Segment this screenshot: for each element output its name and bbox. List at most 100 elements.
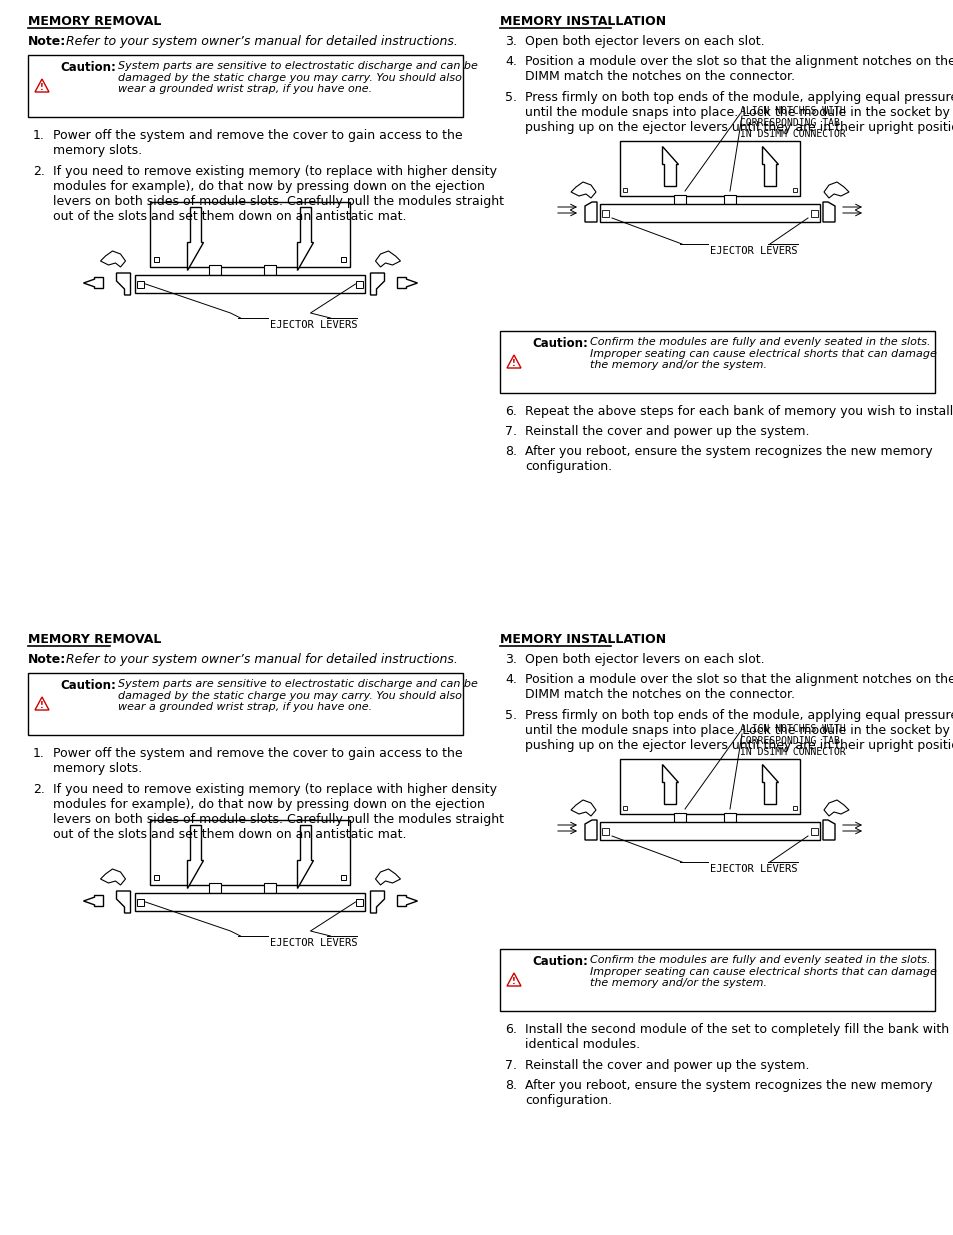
Text: 8.: 8.	[504, 1079, 517, 1092]
Polygon shape	[823, 182, 848, 198]
Bar	[673, 195, 685, 204]
Polygon shape	[375, 869, 400, 885]
Text: 1.: 1.	[33, 128, 45, 142]
Text: Press firmly on both top ends of the module, applying equal pressure
until the m: Press firmly on both top ends of the mod…	[524, 91, 953, 135]
Bar	[151, 203, 350, 267]
Bar	[154, 257, 159, 262]
Bar	[356, 899, 363, 905]
Polygon shape	[661, 146, 678, 186]
Bar	[619, 760, 800, 814]
Text: 2.: 2.	[33, 783, 45, 797]
Text: EJECTOR LEVERS: EJECTOR LEVERS	[271, 939, 357, 948]
Text: Power off the system and remove the cover to gain access to the
memory slots.: Power off the system and remove the cove…	[53, 747, 462, 776]
Text: Open both ejector levers on each slot.: Open both ejector levers on each slot.	[524, 653, 763, 666]
Bar	[135, 893, 365, 911]
Text: System parts are sensitive to electrostatic discharge and can be
damaged by the : System parts are sensitive to electrosta…	[118, 61, 477, 94]
Polygon shape	[761, 764, 778, 804]
Text: !: !	[40, 701, 44, 710]
Polygon shape	[84, 278, 103, 289]
Text: Reinstall the cover and power up the system.: Reinstall the cover and power up the sys…	[524, 1058, 809, 1072]
Bar	[622, 188, 626, 191]
Polygon shape	[297, 207, 314, 270]
Bar	[264, 266, 276, 275]
Bar	[28, 56, 462, 117]
Bar	[622, 806, 626, 810]
Text: ALIGN NOTCHES WITH
CORRESPONDING TAB
IN DSIMM CONNECTOR: ALIGN NOTCHES WITH CORRESPONDING TAB IN …	[740, 724, 845, 757]
Text: Install the second module of the set to completely fill the bank with two
identi: Install the second module of the set to …	[524, 1023, 953, 1051]
Bar	[137, 280, 144, 288]
Bar	[601, 210, 608, 216]
Bar	[154, 876, 159, 881]
Bar	[792, 188, 796, 191]
Polygon shape	[761, 146, 778, 186]
Bar	[210, 266, 221, 275]
Text: Caution:: Caution:	[532, 337, 587, 350]
Text: Confirm the modules are fully and evenly seated in the slots.
Improper seating c: Confirm the modules are fully and evenly…	[589, 337, 936, 370]
Polygon shape	[584, 203, 597, 222]
Text: Open both ejector levers on each slot.: Open both ejector levers on each slot.	[524, 35, 763, 48]
Text: Caution:: Caution:	[60, 61, 115, 74]
Text: 5.: 5.	[504, 91, 517, 104]
Bar	[28, 673, 462, 735]
Text: System parts are sensitive to electrostatic discharge and can be
damaged by the : System parts are sensitive to electrosta…	[118, 679, 477, 713]
Polygon shape	[584, 820, 597, 840]
Text: EJECTOR LEVERS: EJECTOR LEVERS	[709, 246, 797, 256]
Text: 6.: 6.	[504, 1023, 517, 1036]
Text: 2.: 2.	[33, 165, 45, 178]
Text: 1.: 1.	[33, 747, 45, 760]
Text: After you reboot, ensure the system recognizes the new memory
configuration.: After you reboot, ensure the system reco…	[524, 1079, 932, 1107]
Text: !: !	[40, 84, 44, 93]
Polygon shape	[370, 890, 384, 913]
Bar	[810, 210, 817, 216]
Polygon shape	[116, 273, 131, 295]
Polygon shape	[571, 800, 596, 816]
Text: 7.: 7.	[504, 1058, 517, 1072]
Text: Caution:: Caution:	[60, 679, 115, 692]
Polygon shape	[571, 182, 596, 198]
Bar	[341, 876, 346, 881]
Text: EJECTOR LEVERS: EJECTOR LEVERS	[709, 864, 797, 874]
Text: If you need to remove existing memory (to replace with higher density
modules fo: If you need to remove existing memory (t…	[53, 783, 503, 841]
Text: Reinstall the cover and power up the system.: Reinstall the cover and power up the sys…	[524, 425, 809, 438]
Polygon shape	[661, 764, 678, 804]
Bar	[151, 820, 350, 885]
Text: Note:: Note:	[28, 653, 66, 666]
Polygon shape	[188, 207, 203, 270]
Bar	[356, 280, 363, 288]
Bar	[601, 827, 608, 835]
Text: 8.: 8.	[504, 445, 517, 458]
Polygon shape	[823, 800, 848, 816]
Text: Refer to your system owner’s manual for detailed instructions.: Refer to your system owner’s manual for …	[66, 35, 457, 48]
Text: 3.: 3.	[504, 653, 517, 666]
Bar	[619, 141, 800, 196]
Text: ALIGN NOTCHES WITH
CORRESPONDING TAB
IN DSIMM CONNECTOR: ALIGN NOTCHES WITH CORRESPONDING TAB IN …	[740, 106, 845, 140]
Polygon shape	[116, 890, 131, 913]
Polygon shape	[397, 278, 417, 289]
Polygon shape	[297, 825, 314, 888]
Polygon shape	[100, 251, 126, 267]
Text: 4.: 4.	[504, 56, 517, 68]
Text: MEMORY INSTALLATION: MEMORY INSTALLATION	[499, 15, 665, 28]
Text: If you need to remove existing memory (to replace with higher density
modules fo: If you need to remove existing memory (t…	[53, 165, 503, 224]
Polygon shape	[397, 895, 417, 906]
Text: 7.: 7.	[504, 425, 517, 438]
Bar	[137, 899, 144, 905]
Text: MEMORY REMOVAL: MEMORY REMOVAL	[28, 15, 161, 28]
Text: Caution:: Caution:	[532, 955, 587, 968]
Text: After you reboot, ensure the system recognizes the new memory
configuration.: After you reboot, ensure the system reco…	[524, 445, 932, 473]
Bar	[810, 827, 817, 835]
Polygon shape	[375, 251, 400, 267]
Text: 4.: 4.	[504, 673, 517, 685]
Bar	[341, 257, 346, 262]
Polygon shape	[100, 869, 126, 885]
Bar	[210, 883, 221, 893]
Bar	[673, 813, 685, 823]
Text: MEMORY INSTALLATION: MEMORY INSTALLATION	[499, 634, 665, 646]
Text: Repeat the above steps for each bank of memory you wish to install.: Repeat the above steps for each bank of …	[524, 405, 953, 417]
Bar	[135, 275, 365, 293]
Text: Press firmly on both top ends of the module, applying equal pressure
until the m: Press firmly on both top ends of the mod…	[524, 709, 953, 752]
Text: 3.: 3.	[504, 35, 517, 48]
Text: 5.: 5.	[504, 709, 517, 722]
Text: Position a module over the slot so that the alignment notches on the
DIMM match : Position a module over the slot so that …	[524, 56, 953, 83]
Polygon shape	[822, 203, 834, 222]
